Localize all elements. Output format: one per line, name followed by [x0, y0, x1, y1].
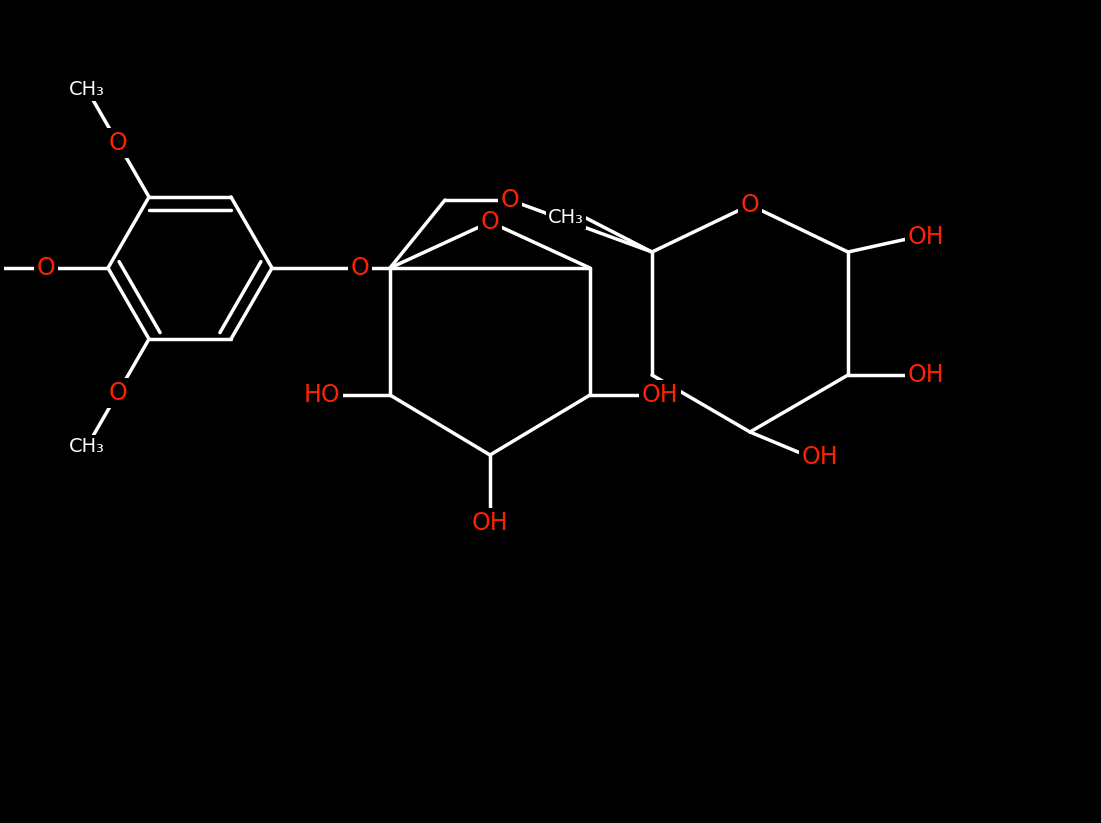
- Text: O: O: [350, 256, 369, 280]
- Text: CH₃: CH₃: [548, 207, 584, 226]
- Text: O: O: [109, 381, 128, 405]
- Text: O: O: [501, 188, 520, 212]
- Text: OH: OH: [802, 445, 838, 469]
- Text: O: O: [481, 210, 500, 234]
- Text: OH: OH: [471, 511, 509, 535]
- Text: O: O: [109, 132, 128, 156]
- Text: CH₃: CH₃: [0, 258, 2, 277]
- Text: O: O: [741, 193, 760, 217]
- Text: O: O: [36, 256, 55, 280]
- Text: CH₃: CH₃: [69, 437, 105, 456]
- Text: CH₃: CH₃: [69, 80, 105, 99]
- Text: OH: OH: [907, 225, 945, 249]
- Text: HO: HO: [304, 383, 340, 407]
- Text: OH: OH: [642, 383, 678, 407]
- Text: OH: OH: [907, 363, 945, 387]
